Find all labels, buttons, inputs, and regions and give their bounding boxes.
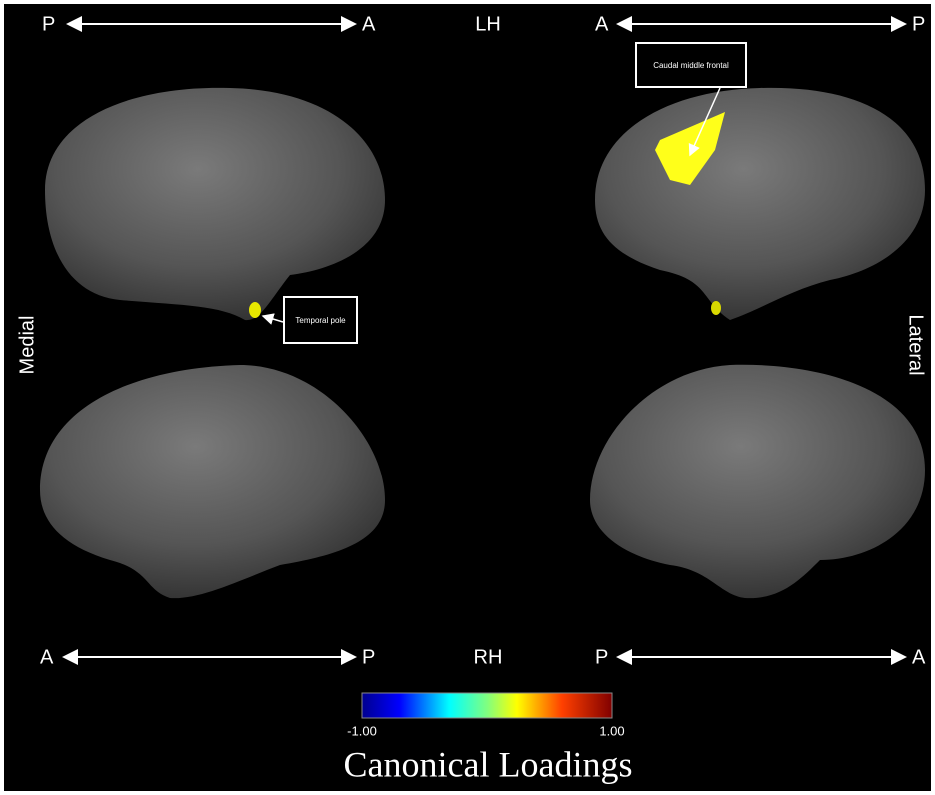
- callout-arrow: [688, 87, 721, 157]
- axis-label: P: [42, 13, 55, 35]
- highlight-temporal-pole-lateral: [711, 301, 721, 315]
- callout: Caudal middle frontal: [635, 42, 747, 88]
- brain-lh-medial: [45, 87, 385, 321]
- hemisphere-label: LH: [475, 13, 501, 35]
- axis-label: A: [40, 646, 54, 668]
- colorbar-min: -1.00: [347, 723, 377, 738]
- callout: Temporal pole: [283, 296, 358, 344]
- axis-label: A: [595, 13, 609, 35]
- callout-arrow: [261, 313, 284, 325]
- axis-label: P: [362, 646, 375, 668]
- colorbar: [361, 692, 613, 719]
- brain-rh-lateral: [590, 364, 925, 599]
- brain-rh-medial: [40, 365, 385, 599]
- colorbar-max: 1.00: [599, 723, 624, 738]
- highlight-temporal-pole: [249, 302, 261, 318]
- axis-label: A: [362, 13, 376, 35]
- axis-label: A: [912, 646, 926, 668]
- side-label: Lateral: [905, 314, 927, 375]
- axis-label: P: [912, 13, 925, 35]
- axis-label: P: [595, 646, 608, 668]
- hemisphere-label: RH: [474, 646, 503, 668]
- colorbar-title: Canonical Loadings: [344, 744, 633, 784]
- side-label: Medial: [16, 316, 38, 375]
